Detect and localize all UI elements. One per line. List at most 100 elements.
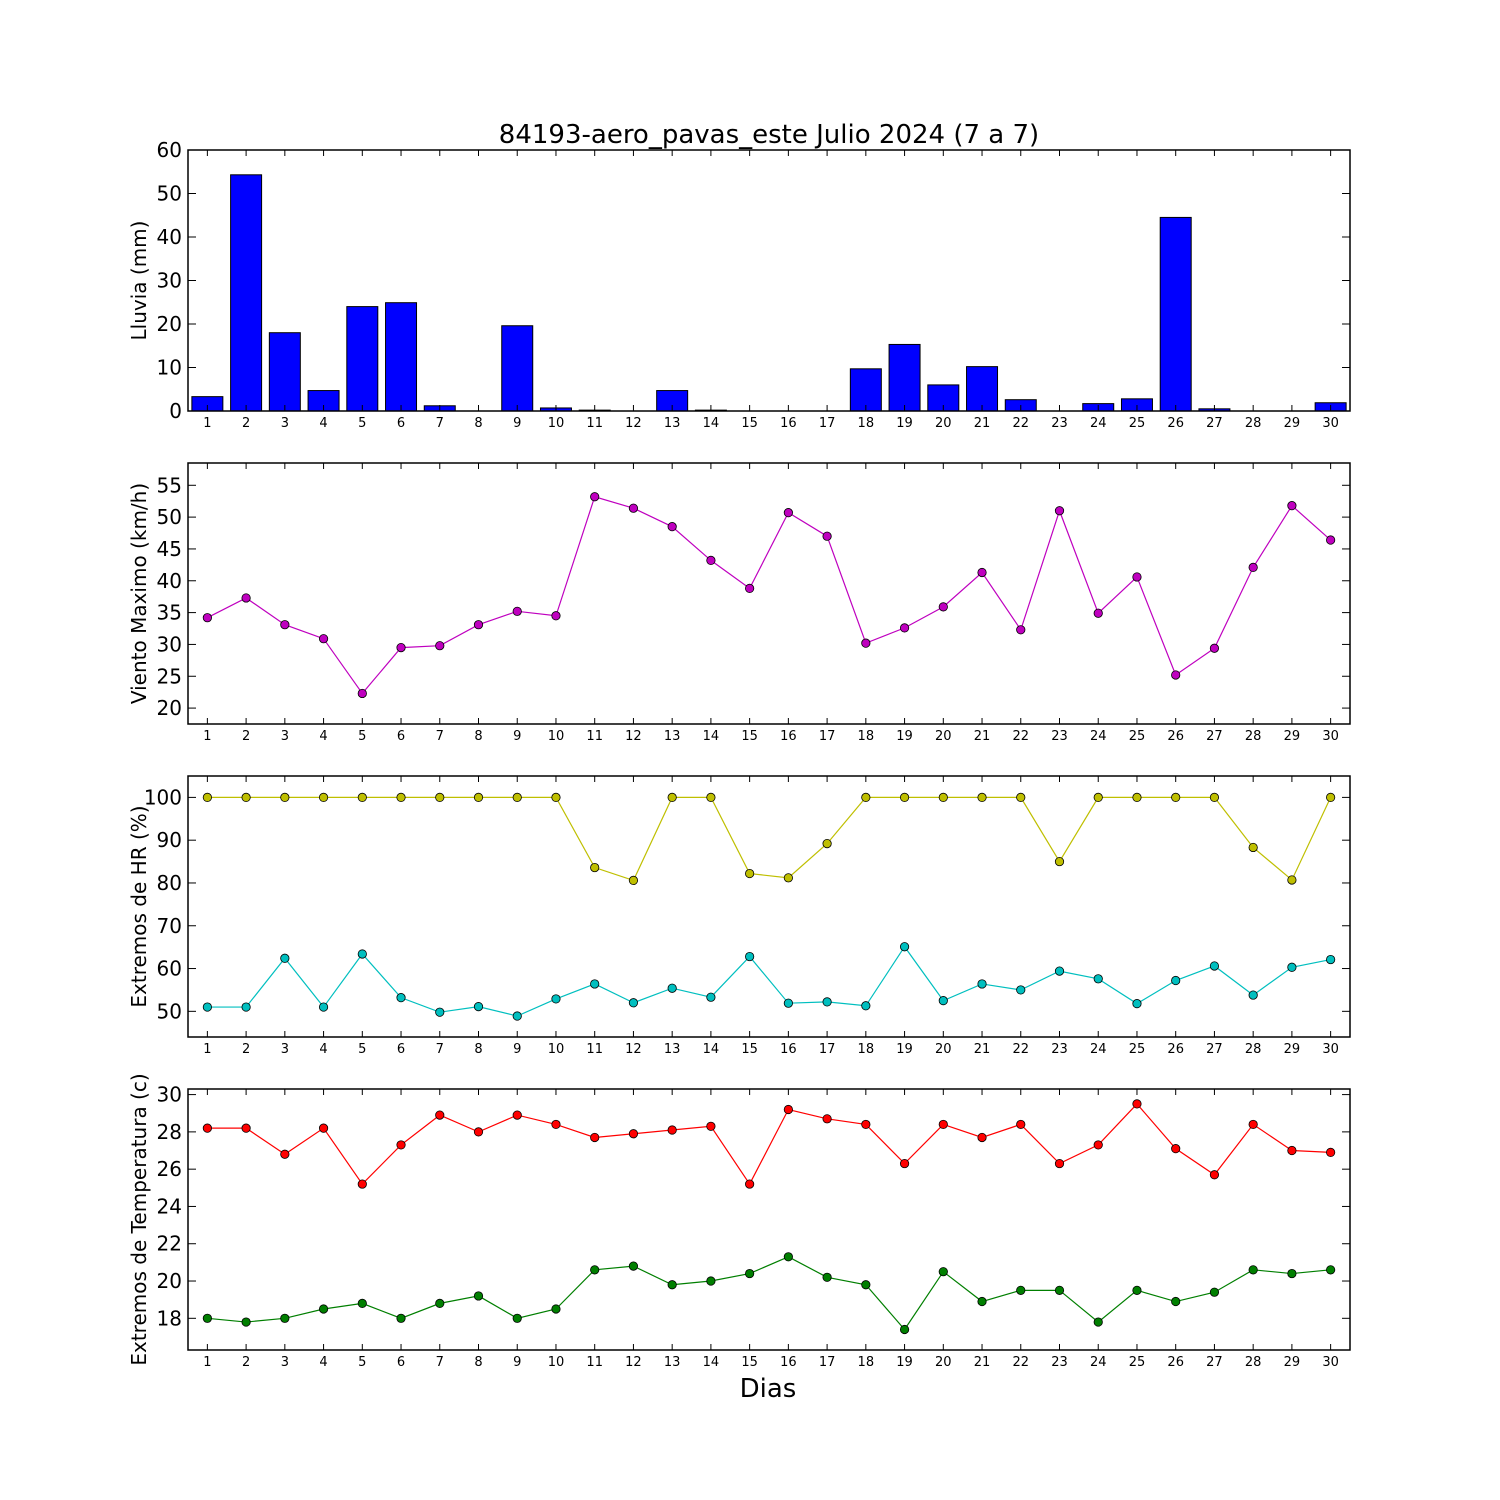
point-s1-day-29: [1287, 501, 1297, 511]
point-s1-day-23: [1054, 1158, 1065, 1169]
point-s2-day-9: [512, 1011, 522, 1021]
point-s1-day-15: [745, 583, 755, 594]
x-tick-label: 24: [1090, 416, 1107, 431]
x-tick-label: 4: [319, 416, 327, 431]
x-tick-label: 5: [358, 1355, 366, 1370]
y-tick-label: 70: [157, 914, 182, 938]
x-tick-label: 14: [703, 1355, 720, 1370]
x-tick-label: 13: [664, 1042, 681, 1057]
point-s2-day-22: [1016, 985, 1026, 995]
x-tick-label: 12: [625, 1042, 642, 1057]
x-tick-label: 2: [242, 1042, 250, 1057]
point-s1-day-18: [861, 792, 871, 802]
y-axis-label: Viento Maximo (km/h): [127, 483, 151, 704]
x-tick-label: 21: [974, 416, 991, 431]
x-tick-label: 16: [780, 1355, 797, 1370]
x-tick-label: 5: [358, 1042, 366, 1057]
y-tick-label: 40: [157, 225, 182, 249]
point-s2-day-9: [512, 1313, 522, 1323]
x-tick-label: 15: [741, 1042, 758, 1057]
x-tick-label: 26: [1167, 416, 1184, 431]
y-tick-label: 55: [157, 473, 182, 497]
point-s1-day-14: [706, 792, 716, 802]
point-s2-day-21: [977, 1296, 987, 1307]
x-tick-label: 28: [1245, 1355, 1262, 1370]
x-tick-label: 9: [513, 416, 521, 431]
x-tick-label: 12: [625, 1355, 642, 1370]
x-tick-label: 21: [974, 1042, 991, 1057]
point-s2-day-7: [435, 1298, 445, 1308]
bar-day-9: [501, 325, 534, 412]
point-s1-day-7: [435, 641, 445, 651]
point-s1-day-27: [1209, 1170, 1220, 1180]
x-tick-label: 25: [1129, 1042, 1146, 1057]
x-tick-label: 11: [586, 416, 603, 431]
x-tick-label: 3: [281, 416, 289, 431]
x-tick-label: 4: [319, 1355, 327, 1370]
x-tick-label: 9: [513, 1355, 521, 1370]
point-s1-day-20: [938, 1119, 948, 1130]
x-tick-label: 16: [780, 1042, 797, 1057]
series-line-2: [207, 945, 1331, 1017]
x-tick-label: 30: [1322, 416, 1339, 431]
point-s1-day-4: [318, 1123, 329, 1133]
point-s2-day-17: [822, 1272, 832, 1282]
point-s2-day-3: [280, 953, 290, 963]
point-s2-day-26: [1171, 1296, 1181, 1307]
x-tick-label: 18: [858, 1042, 875, 1057]
point-s2-day-27: [1209, 1287, 1220, 1297]
x-tick-label: 4: [319, 1042, 327, 1057]
x-tick-label: 27: [1206, 1042, 1223, 1057]
point-s1-day-9: [512, 606, 522, 616]
x-tick-label: 25: [1129, 729, 1146, 744]
point-s1-day-5: [357, 1179, 367, 1189]
point-s1-day-1: [202, 613, 212, 623]
point-s2-day-8: [473, 1291, 484, 1301]
point-s2-day-4: [318, 1002, 329, 1012]
point-s2-day-28: [1248, 1265, 1258, 1275]
x-tick-label: 8: [474, 1355, 482, 1370]
point-s1-day-23: [1054, 506, 1065, 516]
point-s2-day-10: [551, 1304, 561, 1314]
point-s2-day-28: [1248, 990, 1258, 1000]
series-line-2: [207, 1256, 1331, 1331]
point-s2-day-12: [628, 1261, 639, 1271]
x-tick-label: 6: [397, 1355, 405, 1370]
point-s1-day-8: [473, 792, 484, 802]
x-tick-label: 13: [664, 416, 681, 431]
y-tick-label: 60: [157, 138, 182, 162]
x-tick-label: 17: [819, 416, 836, 431]
point-s1-day-12: [628, 503, 639, 513]
x-tick-label: 28: [1245, 729, 1262, 744]
x-tick-label: 15: [741, 1355, 758, 1370]
plot-frame: [187, 1088, 1351, 1351]
point-s2-day-20: [938, 1267, 948, 1277]
y-tick-label: 0: [169, 399, 182, 423]
x-tick-label: 23: [1051, 1355, 1068, 1370]
point-s1-day-10: [551, 611, 561, 621]
point-s2-day-27: [1209, 961, 1220, 971]
point-s1-day-12: [628, 875, 639, 886]
x-tick-label: 26: [1167, 1042, 1184, 1057]
y-tick-label: 20: [157, 696, 182, 720]
point-s2-day-24: [1093, 1317, 1103, 1327]
x-tick-label: 10: [548, 416, 565, 431]
y-tick-label: 22: [157, 1232, 182, 1256]
point-s1-day-28: [1248, 1119, 1258, 1130]
x-tick-label: 6: [397, 729, 405, 744]
point-s2-day-16: [783, 1252, 793, 1262]
x-tick-label: 30: [1322, 1042, 1339, 1057]
bar-day-5: [346, 306, 379, 412]
point-s1-day-15: [745, 868, 755, 879]
x-tick-label: 1: [203, 729, 211, 744]
point-s1-day-9: [512, 792, 522, 802]
bar-day-26: [1159, 216, 1192, 412]
y-tick-label: 90: [157, 828, 182, 852]
x-tick-label: 7: [436, 729, 444, 744]
x-tick-label: 19: [896, 1355, 913, 1370]
figure-title: 84193-aero_pavas_este Julio 2024 (7 a 7): [499, 120, 1039, 150]
